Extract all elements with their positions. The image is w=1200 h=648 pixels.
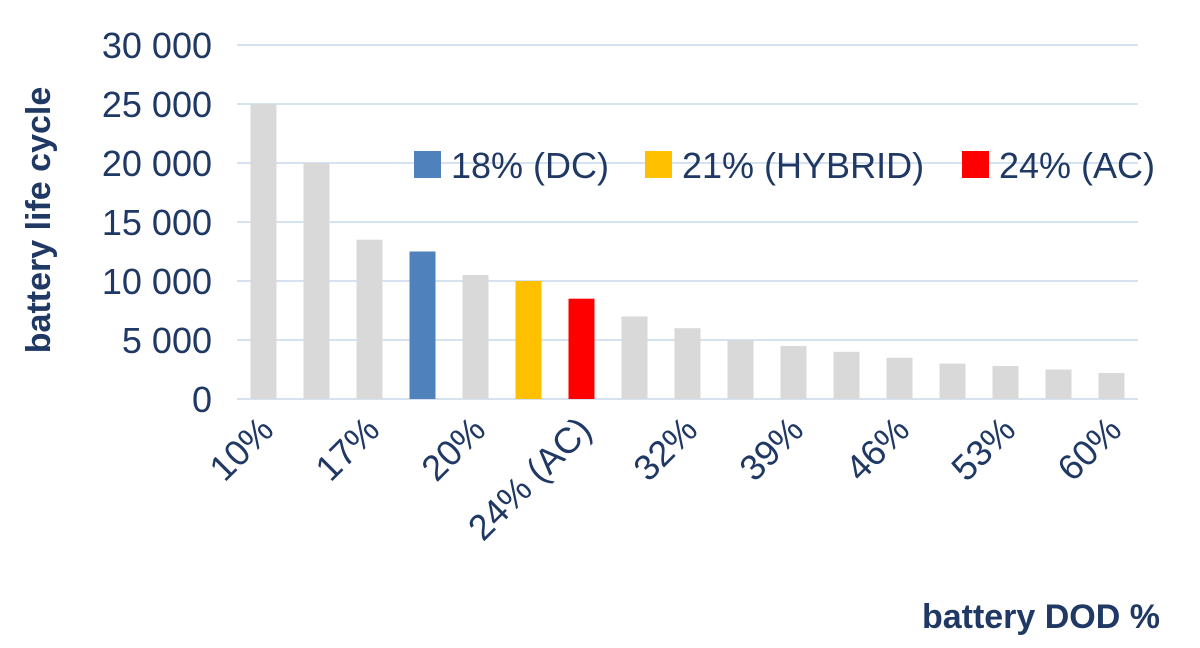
bar (409, 251, 436, 399)
y-tick-label: 15 000 (102, 202, 212, 243)
bar (727, 340, 754, 399)
bar (674, 328, 701, 399)
legend-swatch (645, 151, 672, 178)
bar (621, 316, 648, 399)
y-tick-label: 0 (192, 379, 212, 420)
legend-swatch (962, 151, 989, 178)
bar (356, 239, 383, 399)
bar (462, 275, 489, 399)
y-tick-label: 10 000 (102, 261, 212, 302)
bar (939, 363, 966, 399)
y-tick-label: 20 000 (102, 143, 212, 184)
x-tick-label: 60% (1049, 409, 1129, 489)
bar (833, 351, 860, 399)
legend: 18% (DC) 21% (HYBRID) 24% (AC) (414, 145, 1155, 186)
x-tick-label: 20% (413, 409, 493, 489)
grid-lines (237, 44, 1138, 400)
y-axis-ticks: 0 5 000 10 000 15 000 20 000 25 000 30 000 (102, 25, 212, 420)
bar (568, 298, 595, 399)
x-tick-label: 53% (943, 409, 1023, 489)
bar (515, 281, 542, 399)
bar (1045, 369, 1072, 399)
bar (250, 104, 277, 399)
y-tick-label: 30 000 (102, 25, 212, 66)
x-tick-label: 10% (201, 409, 281, 489)
x-tick-label: 17% (307, 409, 387, 489)
bars (250, 104, 1125, 399)
x-tick-label: 46% (837, 409, 917, 489)
legend-label: 18% (DC) (451, 145, 609, 186)
y-tick-label: 5 000 (122, 320, 212, 361)
y-axis-title: battery life cycle (20, 87, 58, 353)
x-axis-title: battery DOD % (922, 598, 1160, 636)
bar (780, 345, 807, 399)
bar (1098, 373, 1125, 399)
legend-label: 24% (AC) (999, 145, 1155, 186)
x-axis-ticks: 10% 17% 20%24% (AC) 32% 39% 46% 53% 60% (201, 409, 1129, 548)
legend-swatch (414, 151, 441, 178)
bar (992, 365, 1019, 399)
bar (886, 357, 913, 399)
y-tick-label: 25 000 (102, 84, 212, 125)
x-tick-label: 32% (625, 409, 705, 489)
legend-label: 21% (HYBRID) (682, 145, 924, 186)
x-tick-label: 39% (731, 409, 811, 489)
bar (303, 163, 330, 399)
